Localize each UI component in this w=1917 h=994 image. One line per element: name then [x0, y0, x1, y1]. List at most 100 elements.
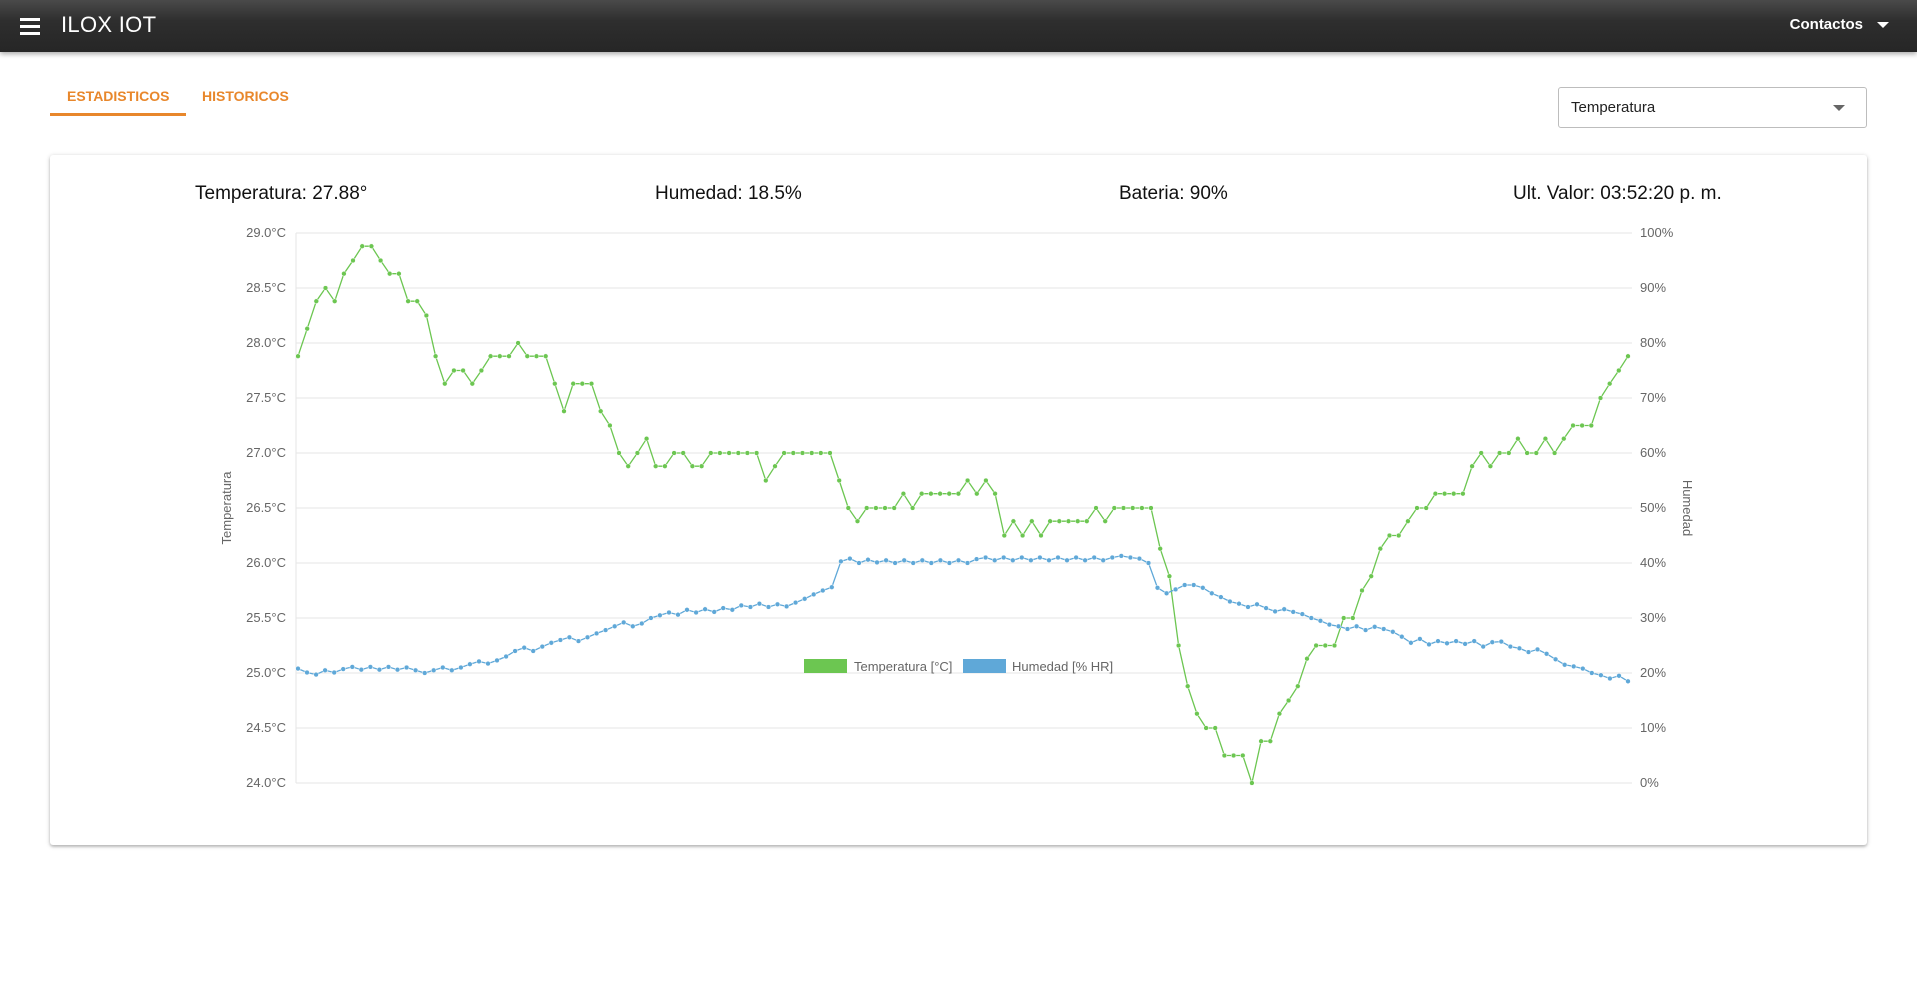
humidity-point[interactable] — [729, 607, 735, 613]
temperature-point[interactable] — [1230, 752, 1237, 759]
humidity-point[interactable] — [765, 604, 772, 610]
humidity-point[interactable] — [1127, 554, 1134, 561]
temperature-point[interactable] — [698, 463, 705, 469]
humidity-point[interactable] — [331, 669, 337, 676]
temperature-point[interactable] — [1515, 436, 1521, 442]
humidity-point[interactable] — [322, 667, 328, 673]
temperature-point[interactable] — [1441, 491, 1448, 497]
humidity-point[interactable] — [403, 664, 410, 671]
humidity-point[interactable] — [458, 664, 464, 671]
temperature-point[interactable] — [1313, 642, 1319, 649]
temperature-point[interactable] — [1341, 615, 1347, 621]
legend-label-humidity[interactable]: Humedad [% HR] — [1012, 659, 1113, 674]
humidity-point[interactable] — [1290, 609, 1296, 615]
temperature-point[interactable] — [607, 422, 613, 429]
humidity-point[interactable] — [1182, 582, 1188, 588]
temperature-point[interactable] — [579, 381, 585, 387]
temperature-point[interactable] — [974, 491, 980, 497]
humidity-point[interactable] — [1417, 636, 1423, 642]
humidity-point[interactable] — [1299, 611, 1305, 617]
humidity-point[interactable] — [675, 612, 681, 618]
temperature-point[interactable] — [1506, 450, 1512, 456]
humidity-point[interactable] — [955, 557, 962, 563]
temperature-point[interactable] — [588, 381, 595, 387]
legend-label-temperature[interactable]: Temperatura [°C] — [854, 659, 952, 674]
temperature-point[interactable] — [1185, 683, 1191, 689]
humidity-point[interactable] — [982, 554, 989, 561]
temperature-point[interactable] — [322, 285, 329, 291]
humidity-point[interactable] — [385, 664, 392, 670]
humidity-point[interactable] — [946, 560, 953, 566]
temperature-point[interactable] — [359, 243, 365, 249]
humidity-point[interactable] — [349, 664, 355, 670]
humidity-point[interactable] — [1362, 627, 1369, 633]
temperature-point[interactable] — [1451, 491, 1457, 497]
humidity-point[interactable] — [1372, 624, 1378, 630]
humidity-point[interactable] — [1064, 557, 1070, 563]
temperature-point[interactable] — [1139, 505, 1145, 511]
temperature-point[interactable] — [405, 298, 411, 304]
humidity-point[interactable] — [1308, 615, 1314, 621]
temperature-point[interactable] — [1588, 422, 1594, 429]
temperature-point[interactable] — [964, 477, 971, 484]
humidity-point[interactable] — [928, 560, 934, 566]
temperature-point[interactable] — [1478, 450, 1484, 456]
temperature-point[interactable] — [937, 491, 943, 497]
humidity-point[interactable] — [1209, 590, 1215, 596]
humidity-point[interactable] — [711, 609, 717, 615]
temperature-point[interactable] — [1304, 656, 1310, 662]
humidity-point[interactable] — [919, 557, 925, 563]
temperature-point[interactable] — [763, 477, 769, 484]
humidity-point[interactable] — [829, 584, 835, 590]
humidity-point[interactable] — [1010, 557, 1016, 563]
humidity-point[interactable] — [304, 669, 310, 676]
humidity-point[interactable] — [602, 627, 609, 633]
temperature-point[interactable] — [1240, 752, 1246, 759]
temperature-point[interactable] — [451, 367, 457, 374]
humidity-point[interactable] — [476, 658, 482, 665]
temperature-point[interactable] — [1267, 738, 1273, 744]
humidity-point[interactable] — [1607, 675, 1613, 682]
temperature-point[interactable] — [955, 491, 962, 497]
temperature-point[interactable] — [625, 463, 631, 469]
temperature-point[interactable] — [396, 271, 402, 277]
humidity-point[interactable] — [783, 603, 790, 610]
temperature-point[interactable] — [487, 353, 494, 359]
temperature-point[interactable] — [598, 408, 604, 414]
humidity-point[interactable] — [1136, 555, 1143, 562]
humidity-point[interactable] — [1353, 623, 1360, 629]
humidity-point[interactable] — [1399, 634, 1405, 640]
humidity-point[interactable] — [1471, 638, 1477, 644]
humidity-point[interactable] — [693, 609, 699, 616]
temperature-point[interactable] — [671, 450, 677, 456]
temperature-point[interactable] — [1157, 546, 1163, 552]
humidity-point[interactable] — [575, 638, 582, 644]
temperature-point[interactable] — [992, 491, 998, 497]
temperature-point[interactable] — [552, 381, 558, 387]
humidity-point[interactable] — [358, 667, 364, 673]
temperature-point[interactable] — [1460, 491, 1466, 497]
humidity-point[interactable] — [1154, 585, 1161, 591]
humidity-point[interactable] — [992, 557, 998, 563]
humidity-point[interactable] — [1245, 604, 1251, 610]
humidity-point[interactable] — [612, 623, 618, 629]
humidity-point[interactable] — [1028, 557, 1034, 563]
humidity-point[interactable] — [376, 667, 383, 673]
temperature-point[interactable] — [1285, 697, 1292, 704]
humidity-point[interactable] — [1281, 606, 1287, 612]
temperature-point[interactable] — [332, 298, 338, 304]
temperature-point[interactable] — [423, 312, 430, 319]
humidity-point[interactable] — [494, 657, 500, 664]
humidity-point[interactable] — [883, 557, 889, 563]
temperature-point[interactable] — [1249, 780, 1255, 786]
humidity-point[interactable] — [1516, 645, 1523, 651]
temperature-point[interactable] — [1386, 532, 1393, 539]
humidity-point[interactable] — [340, 666, 346, 672]
humidity-point[interactable] — [412, 667, 419, 673]
humidity-point[interactable] — [1172, 586, 1179, 593]
humidity-point[interactable] — [521, 645, 527, 651]
temperature-point[interactable] — [1331, 642, 1338, 649]
humidity-point[interactable] — [1498, 638, 1504, 645]
temperature-point[interactable] — [1019, 532, 1026, 539]
humidity-point[interactable] — [621, 619, 627, 626]
